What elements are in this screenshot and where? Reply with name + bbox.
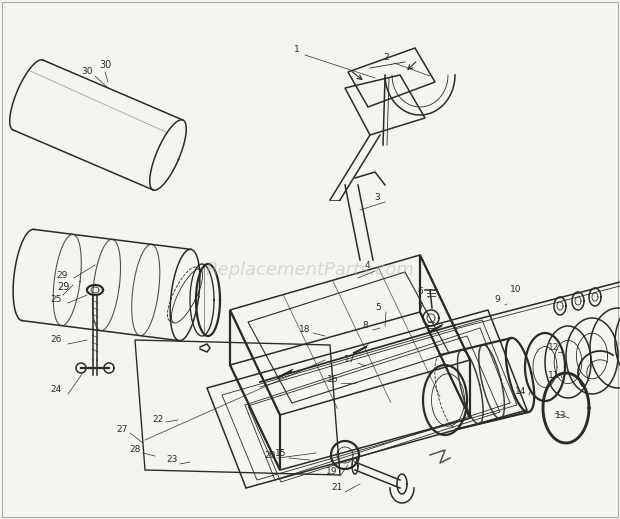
Text: 30: 30 (99, 60, 111, 70)
Text: 20: 20 (264, 450, 276, 459)
Text: 27: 27 (117, 426, 128, 434)
Text: 18: 18 (299, 325, 311, 335)
Text: 10: 10 (510, 285, 522, 294)
Text: 19: 19 (326, 468, 338, 476)
Text: 7: 7 (417, 304, 423, 312)
Text: 22: 22 (153, 416, 164, 425)
Text: 8: 8 (362, 321, 368, 330)
Text: 6: 6 (417, 288, 423, 296)
Text: 23: 23 (166, 456, 178, 465)
Text: 25: 25 (50, 295, 61, 305)
Text: 30: 30 (81, 67, 93, 76)
Text: 15: 15 (275, 449, 286, 458)
Text: 12: 12 (548, 344, 560, 352)
Text: 9: 9 (494, 295, 500, 305)
Text: 24: 24 (50, 386, 61, 394)
Text: 11: 11 (548, 371, 560, 379)
Text: 4: 4 (364, 262, 370, 270)
Text: 1: 1 (294, 46, 300, 54)
Text: 17: 17 (344, 356, 356, 364)
Text: 3: 3 (374, 193, 380, 201)
Text: 14: 14 (515, 387, 526, 395)
Text: 2: 2 (383, 53, 389, 62)
Text: 16: 16 (327, 376, 339, 385)
Text: 26: 26 (50, 335, 61, 345)
Text: 29: 29 (57, 282, 69, 292)
Text: 13: 13 (556, 411, 567, 419)
Text: 28: 28 (130, 445, 141, 455)
Text: 29: 29 (56, 270, 68, 280)
Text: ReplacementParts.com: ReplacementParts.com (206, 261, 414, 279)
Text: 5: 5 (375, 303, 381, 311)
Text: 21: 21 (331, 484, 343, 493)
